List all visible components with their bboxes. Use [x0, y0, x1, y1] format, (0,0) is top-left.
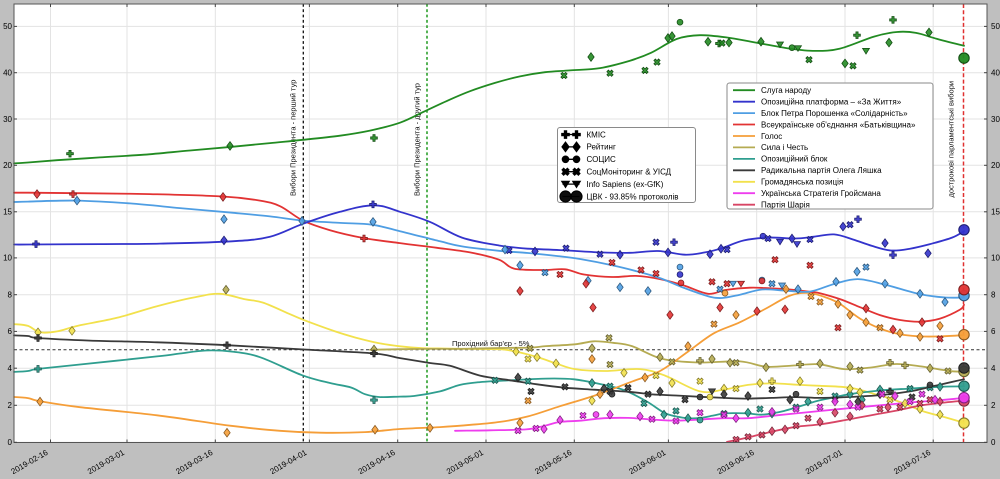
svg-text:Слуга народу: Слуга народу [761, 86, 811, 95]
svg-text:15: 15 [3, 208, 12, 217]
svg-text:2: 2 [991, 401, 996, 410]
svg-text:10: 10 [3, 254, 12, 263]
svg-text:Партія Шарія: Партія Шарія [761, 201, 810, 210]
svg-text:0: 0 [8, 438, 13, 447]
svg-text:Блок Петра Порошенка «Солідарн: Блок Петра Порошенка «Солідарність» [761, 109, 908, 118]
svg-text:30: 30 [991, 115, 1000, 124]
svg-text:Громадянська позиція: Громадянська позиція [761, 178, 843, 187]
svg-text:Опозиційна платформа – «За Жит: Опозиційна платформа – «За Життя» [761, 98, 902, 107]
svg-text:Опозиційний блок: Опозиційний блок [761, 155, 828, 164]
svg-text:Вибори Президента - перший тур: Вибори Президента - перший тур [289, 80, 298, 196]
svg-text:Сила і Честь: Сила і Честь [761, 143, 808, 152]
svg-text:СОЦИС: СОЦИС [587, 155, 616, 164]
svg-text:Українська Стратегія Гройсмана: Українська Стратегія Гройсмана [761, 189, 881, 198]
svg-text:40: 40 [991, 69, 1000, 78]
svg-text:дострокові парламентські вибор: дострокові парламентські вибори [947, 81, 956, 198]
svg-text:15: 15 [991, 208, 1000, 217]
svg-text:50: 50 [991, 22, 1000, 31]
svg-text:Голос: Голос [761, 132, 782, 141]
svg-text:КМІС: КМІС [587, 130, 607, 139]
svg-text:Всеукраїнське об'єднання «Бать: Всеукраїнське об'єднання «Батьківщина» [761, 120, 916, 129]
svg-text:0: 0 [991, 438, 996, 447]
svg-text:10: 10 [991, 254, 1000, 263]
svg-text:20: 20 [991, 161, 1000, 170]
svg-text:4: 4 [991, 364, 996, 373]
svg-text:СоцМоніторинг & УІСД: СоцМоніторинг & УІСД [587, 168, 672, 177]
svg-text:40: 40 [3, 69, 12, 78]
svg-text:Рейтинг: Рейтинг [587, 143, 616, 152]
svg-text:6: 6 [8, 327, 13, 336]
svg-text:8: 8 [8, 291, 13, 300]
svg-text:ЦВК - 93.85% протоколів: ЦВК - 93.85% протоколів [587, 192, 679, 201]
svg-text:Вибори Президента - другий тур: Вибори Президента - другий тур [413, 83, 422, 196]
svg-text:Радикальна партія Олега Ляшка: Радикальна партія Олега Ляшка [761, 166, 882, 175]
svg-text:4: 4 [8, 364, 13, 373]
svg-text:6: 6 [991, 327, 996, 336]
svg-text:2: 2 [8, 401, 13, 410]
svg-text:Прохідний бар'єр - 5%: Прохідний бар'єр - 5% [452, 339, 530, 348]
svg-text:50: 50 [3, 22, 12, 31]
svg-text:8: 8 [991, 291, 996, 300]
svg-text:30: 30 [3, 115, 12, 124]
svg-text:Info Sapiens (ex-GfK): Info Sapiens (ex-GfK) [587, 180, 664, 189]
svg-text:20: 20 [3, 161, 12, 170]
